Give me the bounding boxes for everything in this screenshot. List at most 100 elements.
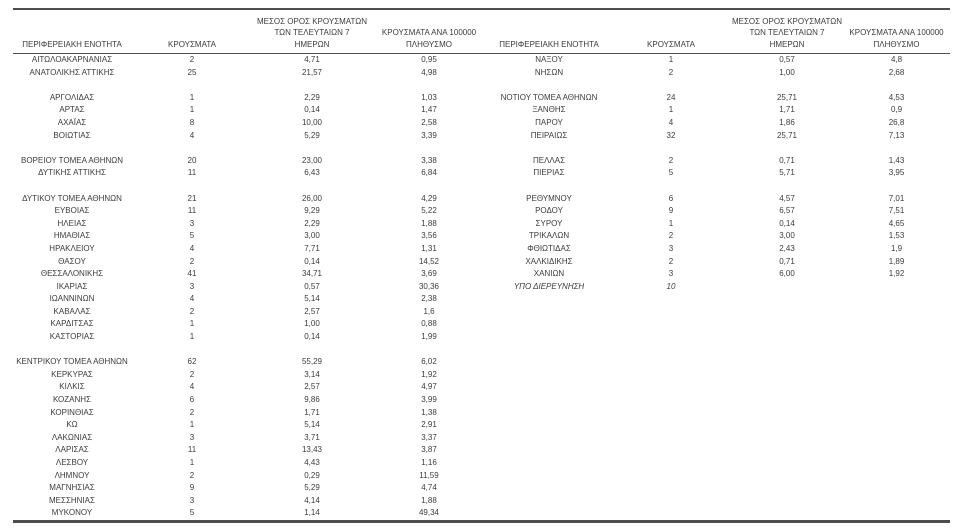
cases-cell: 2 <box>189 55 195 64</box>
per100k-cell <box>371 344 487 357</box>
region-cell: ΦΘΙΩΤΙΔΑΣ <box>527 243 571 253</box>
region-cell: ΚΑΣΤΟΡΙΑΣ <box>49 332 95 342</box>
header-label: ΚΡΟΥΣΜΑΤΑ <box>647 40 695 50</box>
per100k-cell <box>843 356 950 369</box>
region-cell <box>487 444 611 457</box>
cases-cell: 2 <box>668 67 674 77</box>
avg7-cell <box>731 344 843 357</box>
header-label: ΜΕΣΟΣ ΟΡΟΣ ΚΡΟΥΣΜΑΤΩΝ <box>731 16 843 26</box>
cases-cell: 62 <box>187 357 197 367</box>
region-cell <box>487 407 611 420</box>
per100k-cell: 1,53 <box>888 231 905 241</box>
region-cell: ΧΑΝΙΩΝ <box>533 269 565 279</box>
avg7-cell: 25,71 <box>776 92 798 102</box>
table-row: ΚΟΡΙΝΘΙΑΣ 2 1,71 1,38 <box>13 407 950 420</box>
per100k-cell: 26,8 <box>888 117 905 127</box>
region-cell <box>487 344 611 357</box>
header-label: ΤΩΝ ΤΕΛΕΥΤΑΙΩΝ 7 <box>274 28 350 38</box>
cases-cell: 4 <box>189 130 195 140</box>
per100k-cell <box>843 407 950 420</box>
table-row: ΒΟΡΕΙΟΥ ΤΟΜΕΑ ΑΘΗΝΩΝ 20 23,00 3,38 ΠΕΛΛΑΣ 2 0,… <box>13 155 950 168</box>
cases-table: ΠΕΡΙΦΕΡΕΙΑΚΗ ΕΝΟΤΗΤΑ ΚΡΟΥΣΜΑΤΑ ΜΕΣΟΣ ΟΡΟ… <box>13 8 950 523</box>
avg7-cell: 3,14 <box>304 369 320 379</box>
column-header-region-right: ΠΕΡΙΦΕΡΕΙΑΚΗ ΕΝΟΤΗΤΑ <box>487 9 611 54</box>
per100k-cell <box>843 457 950 470</box>
region-cell: ΑΧΑΪΑΣ <box>57 117 87 127</box>
region-cell: ΤΡΙΚΑΛΩΝ <box>528 231 570 241</box>
region-cell: ΛΑΚΩΝΙΑΣ <box>51 432 93 442</box>
table-row: ΑΝΑΤΟΛΙΚΗΣ ΑΤΤΙΚΗΣ 25 21,57 4,98 ΝΗΣΩΝ 2 1,00 2… <box>13 67 950 80</box>
per100k-cell: 49,34 <box>418 508 440 518</box>
avg7-cell: 21,57 <box>301 67 323 77</box>
cases-cell <box>611 381 731 394</box>
cases-cell: 8 <box>189 117 195 127</box>
avg7-cell: 6,57 <box>779 206 795 216</box>
region-cell: ΠΙΕΡΙΑΣ <box>533 168 565 178</box>
per100k-cell: 5,22 <box>421 206 437 216</box>
table-row: ΚΕΝΤΡΙΚΟΥ ΤΟΜΕΑ ΑΘΗΝΩΝ 62 55,29 6,02 <box>13 356 950 369</box>
per100k-cell: 3,87 <box>421 445 437 455</box>
per100k-cell <box>843 444 950 457</box>
per100k-cell: 1,88 <box>421 218 437 228</box>
table-row: ΚΑΣΤΟΡΙΑΣ 1 0,14 1,99 <box>13 331 950 344</box>
per100k-cell: 1,99 <box>421 332 437 342</box>
header-label: ΚΡΟΥΣΜΑΤΑ ΑΝΑ 100000 <box>849 28 944 38</box>
cases-cell <box>611 419 731 432</box>
region-cell: ΜΕΣΣΗΝΙΑΣ <box>49 495 95 505</box>
cases-cell: 6 <box>189 395 195 405</box>
region-cell <box>13 180 131 193</box>
avg7-cell: 26,00 <box>301 193 323 203</box>
avg7-cell: 9,29 <box>304 206 320 216</box>
avg7-cell: 9,86 <box>304 395 320 405</box>
region-cell: ΕΥΒΟΙΑΣ <box>54 206 90 216</box>
cases-cell <box>611 507 731 521</box>
avg7-cell: 5,14 <box>304 294 320 304</box>
region-cell <box>487 482 611 495</box>
header-row: ΠΕΡΙΦΕΡΕΙΑΚΗ ΕΝΟΤΗΤΑ ΚΡΟΥΣΜΑΤΑ ΜΕΣΟΣ ΟΡΟ… <box>13 9 950 54</box>
cases-cell: 2 <box>189 470 195 480</box>
table-row: ΑΙΤΩΛΟΑΚΑΡΝΑΝΙΑΣ 2 4,71 0,95 ΝΑΞΟΥ 1 0,57 4,8 <box>13 54 950 67</box>
per100k-cell: 1,6 <box>423 306 435 316</box>
avg7-cell: 10,00 <box>301 117 323 127</box>
region-cell <box>13 142 131 155</box>
table-row <box>13 79 950 92</box>
cases-cell: 9 <box>668 206 674 216</box>
cases-cell: 2 <box>189 306 195 316</box>
table-row: ΛΕΣΒΟΥ 1 4,43 1,16 <box>13 457 950 470</box>
table-row: ΚΙΛΚΙΣ 4 2,57 4,97 <box>13 381 950 394</box>
avg7-cell: 6,00 <box>779 269 795 279</box>
region-cell: ΝΟΤΙΟΥ ΤΟΜΕΑ ΑΘΗΝΩΝ <box>500 92 598 102</box>
avg7-cell: 1,00 <box>779 67 795 77</box>
per100k-cell <box>843 344 950 357</box>
avg7-cell <box>731 180 843 193</box>
cases-cell: 6 <box>668 193 674 203</box>
table-row: ΙΚΑΡΙΑΣ 3 0,57 30,36 ΥΠΟ ΔΙΕΡΕΥΝΗΣΗ 10 <box>13 281 950 294</box>
header-label: ΗΜΕΡΩΝ <box>294 40 330 50</box>
table-row <box>13 142 950 155</box>
region-cell: ΚΩ <box>66 420 78 430</box>
per100k-cell: 1,03 <box>421 92 437 102</box>
region-cell: ΑΡΤΑΣ <box>59 105 85 115</box>
region-cell <box>487 432 611 445</box>
region-cell: ΚΙΛΚΙΣ <box>59 382 85 392</box>
per100k-cell: 1,31 <box>421 243 437 253</box>
cases-cell <box>611 482 731 495</box>
cases-cell: 1 <box>668 105 674 115</box>
avg7-cell <box>253 79 371 92</box>
per100k-cell: 6,02 <box>421 357 437 367</box>
region-cell <box>487 507 611 521</box>
region-cell: ΚΕΝΤΡΙΚΟΥ ΤΟΜΕΑ ΑΘΗΝΩΝ <box>16 357 128 367</box>
avg7-cell: 4,57 <box>779 193 795 203</box>
avg7-cell: 13,43 <box>301 445 323 455</box>
table-row: ΚΑΒΑΛΑΣ 2 2,57 1,6 <box>13 306 950 319</box>
region-cell: ΣΥΡΟΥ <box>535 218 563 228</box>
region-cell <box>487 381 611 394</box>
cases-cell: 2 <box>189 369 195 379</box>
cases-cell: 41 <box>187 269 197 279</box>
region-cell <box>13 79 131 92</box>
avg7-cell <box>731 444 843 457</box>
avg7-cell <box>731 318 843 331</box>
per100k-cell: 4,53 <box>888 92 905 102</box>
cases-cell: 10 <box>666 281 676 291</box>
cases-cell: 5 <box>668 168 674 178</box>
